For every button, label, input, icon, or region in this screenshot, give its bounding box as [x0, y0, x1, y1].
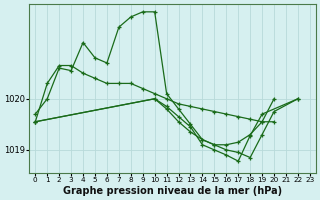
X-axis label: Graphe pression niveau de la mer (hPa): Graphe pression niveau de la mer (hPa) — [63, 186, 282, 196]
